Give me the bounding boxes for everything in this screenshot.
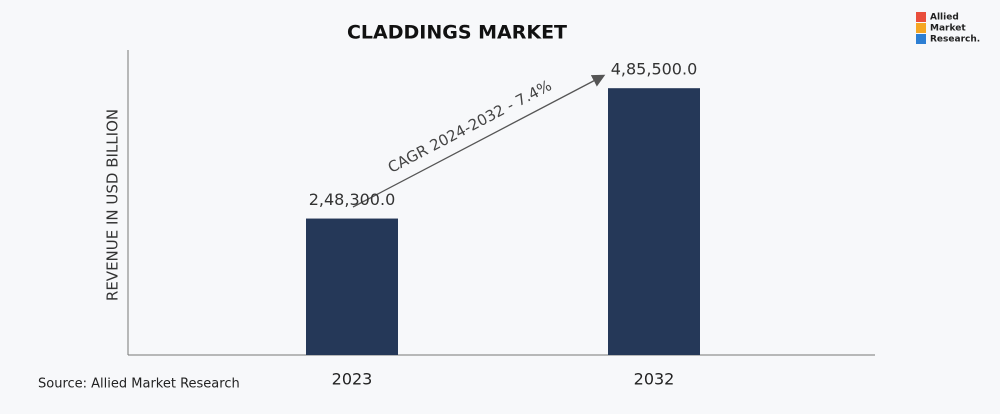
bar: [608, 88, 700, 355]
x-tick-label: 2023: [332, 370, 373, 389]
logo-text: Allied: [930, 13, 959, 23]
y-axis-label: REVENUE IN USD BILLION: [104, 109, 122, 301]
logo-text: Research.: [930, 35, 980, 45]
source: Source: Allied Market Research: [38, 377, 240, 392]
value-label: 2,48,300.0: [309, 190, 396, 209]
chart-title: CLADDINGS MARKET: [347, 22, 567, 44]
logo-square: [916, 12, 926, 22]
bar: [306, 218, 398, 355]
value-label: 4,85,500.0: [611, 60, 698, 79]
x-tick-label: 2032: [634, 370, 675, 389]
cagr-arrow: [352, 74, 606, 208]
logo: Allied Market Research.: [916, 12, 980, 45]
logo-text: Market: [930, 24, 966, 34]
logo-square: [916, 23, 926, 33]
logo-square: [916, 34, 926, 44]
